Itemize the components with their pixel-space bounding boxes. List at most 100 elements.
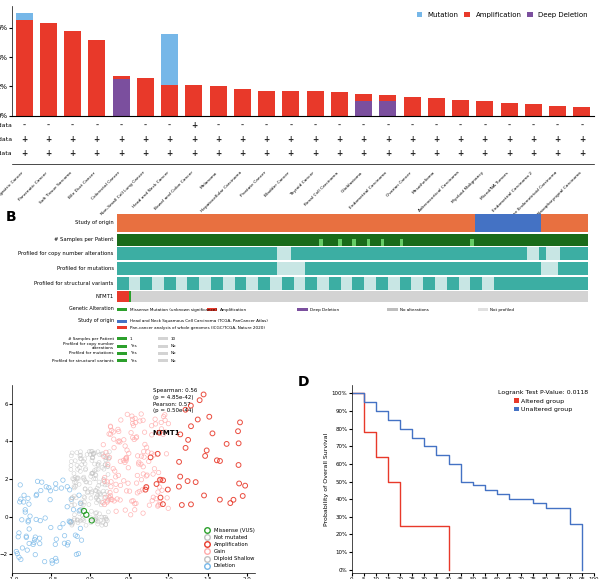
Bar	[319, 239, 323, 246]
Point	[128, 415, 137, 424]
Point	[88, 450, 98, 459]
Point	[22, 532, 31, 541]
Bar	[379, 95, 397, 116]
Point	[98, 440, 108, 449]
Bar	[117, 308, 127, 312]
Point	[160, 416, 170, 425]
Point	[17, 543, 27, 552]
Point	[142, 483, 151, 492]
Point	[130, 435, 139, 444]
Point	[155, 475, 165, 485]
Text: Melanoma: Melanoma	[199, 171, 218, 189]
Text: +: +	[579, 149, 585, 158]
Point	[104, 447, 114, 456]
Point	[76, 516, 85, 526]
Text: +: +	[506, 135, 512, 144]
Bar	[113, 79, 130, 116]
Point	[91, 508, 100, 518]
Point	[215, 456, 225, 466]
Point	[74, 474, 83, 483]
Text: +: +	[21, 149, 27, 158]
Point	[87, 456, 97, 465]
Point	[94, 488, 104, 497]
Point	[96, 516, 106, 525]
Point	[119, 476, 128, 485]
Text: +: +	[554, 135, 561, 144]
Text: -: -	[362, 120, 365, 130]
Point	[79, 516, 89, 525]
Point	[137, 475, 146, 485]
Point	[151, 415, 160, 424]
Point	[19, 497, 28, 507]
Text: -: -	[459, 120, 462, 130]
Bar	[117, 291, 588, 302]
Point	[74, 506, 84, 515]
Point	[91, 515, 100, 524]
Point	[158, 500, 168, 509]
Point	[69, 475, 79, 484]
Text: +: +	[239, 135, 245, 144]
Point	[111, 486, 121, 495]
Text: Profiled for structural variants: Profiled for structural variants	[34, 281, 114, 285]
Point	[100, 460, 110, 470]
Point	[174, 457, 184, 467]
Point	[67, 521, 77, 530]
Point	[79, 472, 89, 482]
Point	[133, 471, 142, 480]
Point	[67, 451, 76, 460]
Point	[139, 462, 148, 471]
Point	[101, 448, 111, 457]
Text: +: +	[70, 135, 76, 144]
Point	[80, 497, 89, 507]
Text: Mixed/NA Tumors: Mixed/NA Tumors	[479, 171, 509, 200]
Point	[95, 489, 104, 499]
Point	[73, 515, 82, 525]
Point	[90, 459, 100, 468]
Text: -: -	[265, 120, 268, 130]
Point	[82, 450, 92, 459]
Point	[76, 499, 85, 508]
Point	[177, 500, 187, 510]
Point	[163, 493, 172, 503]
Point	[157, 475, 166, 484]
Bar	[478, 308, 488, 312]
Point	[154, 500, 163, 510]
Point	[127, 496, 137, 505]
Point	[138, 508, 148, 518]
Point	[94, 477, 104, 486]
Text: +: +	[385, 149, 391, 158]
Text: Colorectal Cancer: Colorectal Cancer	[91, 171, 121, 201]
Point	[153, 501, 163, 511]
Point	[146, 453, 155, 462]
Bar	[164, 277, 176, 290]
Legend: Mutation, Amplification, Deep Deletion: Mutation, Amplification, Deep Deletion	[414, 9, 590, 21]
Point	[128, 496, 138, 505]
Point	[149, 450, 159, 460]
Point	[153, 488, 163, 497]
Point	[71, 530, 80, 540]
Text: Deep Deletion: Deep Deletion	[310, 307, 339, 312]
Point	[235, 418, 245, 427]
Text: +: +	[530, 135, 536, 144]
Text: No: No	[170, 345, 176, 348]
Point	[80, 465, 90, 474]
Point	[98, 518, 107, 527]
Point	[130, 505, 140, 514]
Point	[226, 499, 235, 508]
Bar	[258, 277, 270, 290]
Bar	[458, 277, 470, 290]
Point	[199, 390, 208, 399]
Point	[51, 484, 61, 493]
Bar	[506, 277, 517, 290]
Point	[73, 532, 82, 541]
Text: Missense Mutation (unknown significance): Missense Mutation (unknown significance)	[130, 307, 217, 312]
Point	[98, 498, 108, 507]
Point	[139, 470, 148, 479]
Bar	[541, 277, 553, 290]
Bar	[364, 277, 376, 290]
Point	[157, 424, 166, 434]
Point	[81, 477, 91, 486]
Point	[101, 520, 110, 529]
Point	[81, 464, 91, 473]
Point	[149, 493, 158, 502]
